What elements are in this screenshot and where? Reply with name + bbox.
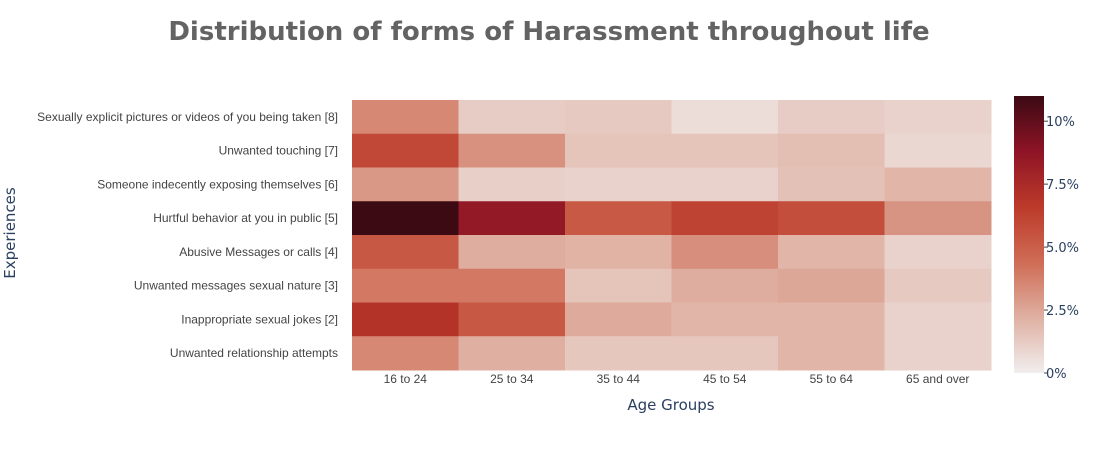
heatmap-cell (778, 235, 885, 270)
heatmap-cell (565, 268, 672, 303)
heatmap-cell (565, 302, 672, 337)
y-tick-label: Unwanted relationship attempts (170, 346, 338, 360)
x-tick-label: 55 to 64 (810, 372, 854, 386)
heatmap-cell (352, 201, 459, 236)
y-tick-label: Sexually explicit pictures or videos of … (37, 110, 338, 124)
heatmap-cell (352, 167, 459, 202)
heatmap-cell (778, 336, 885, 371)
y-tick-labels: Sexually explicit pictures or videos of … (37, 110, 338, 360)
heatmap-cell (671, 268, 779, 303)
heatmap-cell (778, 100, 885, 135)
heatmap-cell (565, 100, 672, 135)
heatmap-cell (352, 235, 459, 270)
heatmap-cell (884, 235, 992, 270)
heatmap-cell (458, 336, 566, 371)
heatmap-cell (458, 201, 566, 236)
colorbar-tick-label: 10% (1046, 115, 1075, 130)
heatmap-cell (565, 133, 672, 168)
heatmap-cell (458, 133, 566, 168)
heatmap-cell (458, 302, 566, 337)
heatmap-cell (352, 268, 459, 303)
x-tick-label: 45 to 54 (703, 372, 747, 386)
colorbar-tick-label: 5.0% (1046, 241, 1079, 256)
heatmap-cell (884, 133, 992, 168)
heatmap-cell (778, 268, 885, 303)
heatmap-cell (671, 201, 779, 236)
heatmap-cell (458, 268, 566, 303)
chart-title: Distribution of forms of Harassment thro… (168, 17, 929, 47)
heatmap-cell (884, 268, 992, 303)
x-tick-label: 16 to 24 (384, 372, 428, 386)
heatmap-cell (884, 302, 992, 337)
heatmap-cell (884, 167, 992, 202)
colorbar-tick-labels: 0% 2.5% 5.0% 7.5% 10% (1044, 115, 1079, 382)
colorbar-tick-label: 2.5% (1046, 304, 1079, 319)
heatmap-cell (352, 336, 459, 371)
heatmap-cell (671, 235, 779, 270)
colorbar-tick-label: 0% (1046, 367, 1067, 382)
heatmap-cell (671, 336, 779, 371)
x-tick-label: 35 to 44 (597, 372, 641, 386)
heatmap-cell (352, 302, 459, 337)
heatmap-cell (884, 201, 992, 236)
y-axis-title: Experiences (1, 187, 19, 279)
heatmap-cell (884, 336, 992, 371)
y-tick-label: Someone indecently exposing themselves [… (97, 177, 338, 191)
heatmap-cell (778, 302, 885, 337)
x-tick-label: 65 and over (906, 372, 969, 386)
heatmap-cell (884, 100, 992, 135)
heatmap-cell (565, 336, 672, 371)
heatmap-cell (352, 133, 459, 168)
heatmap-cell (458, 100, 566, 135)
colorbar-tick-label: 7.5% (1046, 178, 1079, 193)
heatmap-cell (671, 100, 779, 135)
heatmap-cell (565, 167, 672, 202)
heatmap-cell (565, 235, 672, 270)
heatmap-cell (565, 201, 672, 236)
y-tick-label: Inappropriate sexual jokes [2] (181, 312, 338, 326)
y-tick-label: Unwanted messages sexual nature [3] (134, 279, 338, 293)
heatmap-cells (352, 100, 992, 371)
heatmap-cell (778, 133, 885, 168)
heatmap-cell (778, 167, 885, 202)
y-tick-label: Unwanted touching [7] (219, 144, 338, 158)
heatmap-cell (671, 167, 779, 202)
y-tick-label: Abusive Messages or calls [4] (179, 245, 338, 259)
y-tick-label: Hurtful behavior at you in public [5] (153, 211, 338, 225)
heatmap-cell (671, 302, 779, 337)
heatmap-cell (458, 167, 566, 202)
colorbar (1014, 96, 1044, 373)
heatmap-cell (671, 133, 779, 168)
x-axis-title: Age Groups (627, 396, 714, 414)
x-tick-label: 25 to 34 (490, 372, 534, 386)
heatmap-cell (778, 201, 885, 236)
x-tick-labels: 16 to 24 25 to 34 35 to 44 45 to 54 55 to 64… (384, 372, 970, 386)
heatmap-cell (352, 100, 459, 135)
heatmap-cell (458, 235, 566, 270)
